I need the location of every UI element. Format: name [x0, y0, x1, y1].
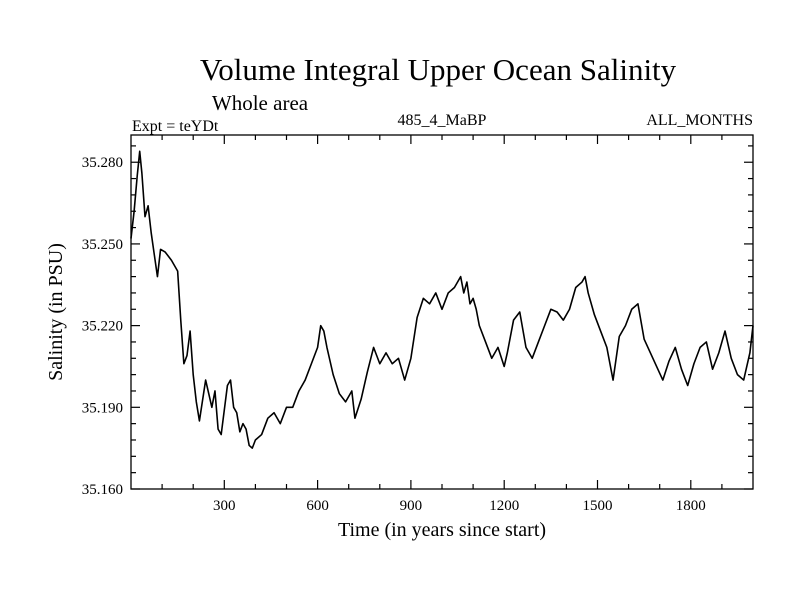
- y-tick-label: 35.190: [82, 400, 123, 416]
- x-tick-label: 1500: [583, 498, 613, 514]
- x-tick-label: 900: [400, 498, 423, 514]
- x-tick-label: 1800: [676, 498, 706, 514]
- series-salinity-line: [130, 150, 754, 449]
- plot-frame: [130, 134, 754, 490]
- x-axis-ticks: 300 600 900 1200 1500 1800: [161, 135, 723, 514]
- chart-subtitle: Whole area: [212, 91, 309, 115]
- y-axis-ticks: 35.160 35.190 35.220 35.250 35.280: [82, 145, 753, 498]
- chart-title: Volume Integral Upper Ocean Salinity: [200, 52, 677, 87]
- x-axis-label: Time (in years since start): [338, 519, 546, 541]
- experiment-label: Expt = teYDt: [132, 118, 219, 135]
- y-tick-label: 35.220: [82, 319, 123, 335]
- y-tick-label: 35.280: [82, 155, 123, 171]
- x-tick-label: 1200: [489, 498, 519, 514]
- x-tick-label: 300: [213, 498, 236, 514]
- x-tick-label: 600: [306, 498, 329, 514]
- run-id-label: 485_4_MaBP: [398, 112, 487, 129]
- y-axis-label: Salinity (in PSU): [45, 243, 67, 381]
- months-label: ALL_MONTHS: [646, 112, 753, 129]
- y-tick-label: 35.160: [82, 482, 123, 498]
- y-tick-label: 35.250: [82, 237, 123, 253]
